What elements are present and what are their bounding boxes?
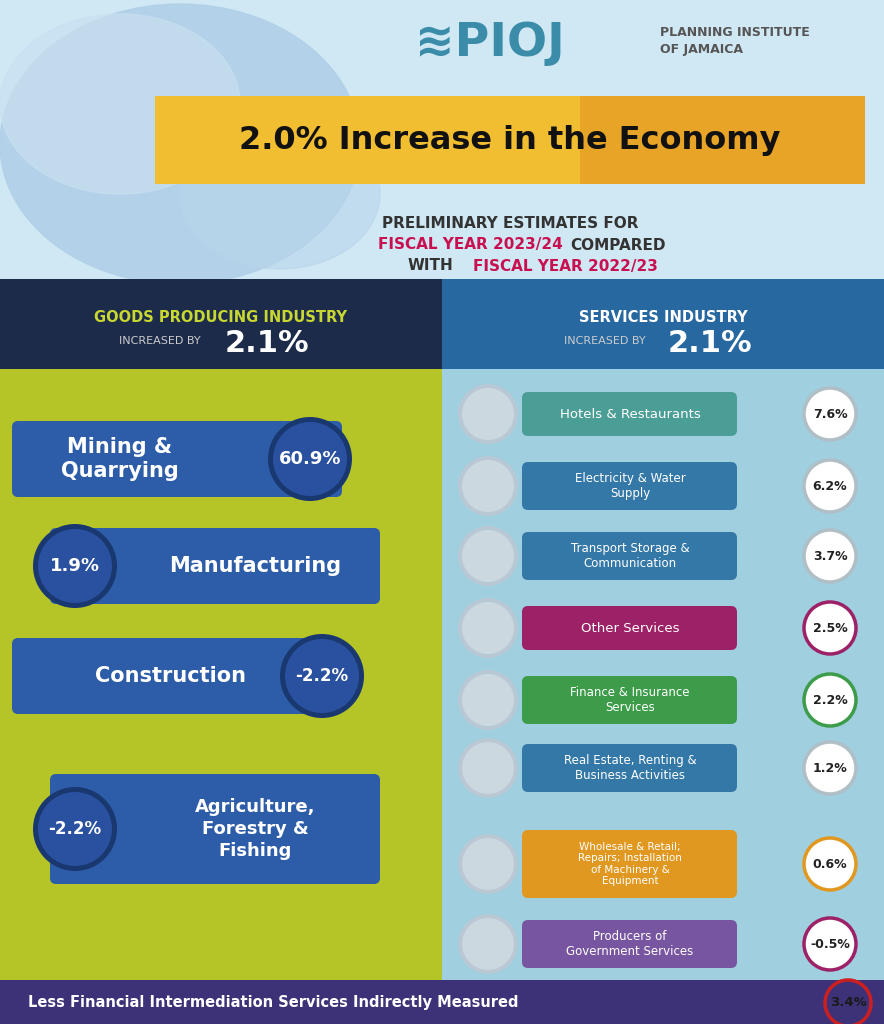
Text: 1.9%: 1.9% [50, 557, 100, 575]
Text: 6.2%: 6.2% [812, 479, 847, 493]
Circle shape [38, 792, 112, 866]
Text: FISCAL YEAR 2022/23: FISCAL YEAR 2022/23 [473, 258, 658, 273]
Bar [155, 96, 865, 184]
Text: FISCAL YEAR 2023/24: FISCAL YEAR 2023/24 [377, 238, 562, 253]
Text: 2.5%: 2.5% [812, 622, 848, 635]
Text: 2.1%: 2.1% [225, 329, 309, 357]
Text: GOODS PRODUCING INDUSTRY: GOODS PRODUCING INDUSTRY [95, 310, 347, 326]
Bar [442, 369, 884, 982]
Text: 60.9%: 60.9% [278, 450, 341, 468]
Circle shape [268, 417, 352, 501]
Circle shape [280, 634, 364, 718]
Text: Agriculture,
Forestry &
Fishing: Agriculture, Forestry & Fishing [194, 798, 316, 860]
Circle shape [804, 388, 856, 440]
FancyBboxPatch shape [12, 638, 342, 714]
Text: Hotels & Restaurants: Hotels & Restaurants [560, 408, 700, 421]
Text: Mining &
Quarrying: Mining & Quarrying [61, 436, 179, 481]
Circle shape [462, 602, 514, 654]
FancyBboxPatch shape [522, 676, 737, 724]
Text: 7.6%: 7.6% [812, 408, 847, 421]
Text: Wholesale & Retail;
Repairs; Installation
of Machinery &
Equipment: Wholesale & Retail; Repairs; Installatio… [578, 842, 682, 887]
FancyBboxPatch shape [522, 532, 737, 580]
Circle shape [804, 602, 856, 654]
Text: -2.2%: -2.2% [49, 820, 102, 838]
Ellipse shape [0, 14, 240, 194]
Text: SERVICES INDUSTRY: SERVICES INDUSTRY [579, 310, 747, 326]
Text: -0.5%: -0.5% [810, 938, 850, 950]
Circle shape [458, 670, 518, 730]
FancyBboxPatch shape [12, 421, 342, 497]
Circle shape [462, 838, 514, 890]
Circle shape [462, 918, 514, 970]
Bar [0, 0, 884, 364]
FancyBboxPatch shape [522, 830, 737, 898]
Bar [580, 96, 865, 184]
Bar [0, 279, 442, 369]
Text: INCREASED BY: INCREASED BY [119, 336, 201, 346]
Bar [0, 369, 442, 982]
Circle shape [804, 918, 856, 970]
Text: Construction: Construction [95, 666, 246, 686]
Text: -2.2%: -2.2% [295, 667, 348, 685]
Text: Other Services: Other Services [581, 622, 679, 635]
Circle shape [804, 674, 856, 726]
Circle shape [458, 598, 518, 658]
Text: PRELIMINARY ESTIMATES FOR: PRELIMINARY ESTIMATES FOR [382, 216, 638, 231]
Bar [300, 0, 884, 304]
Text: COMPARED: COMPARED [570, 238, 666, 253]
Text: Real Estate, Renting &
Business Activities: Real Estate, Renting & Business Activiti… [564, 754, 697, 782]
Circle shape [458, 384, 518, 444]
Text: 1.2%: 1.2% [812, 762, 848, 774]
Circle shape [33, 787, 117, 871]
Text: Finance & Insurance
Services: Finance & Insurance Services [570, 686, 690, 714]
Text: PLANNING INSTITUTE
OF JAMAICA: PLANNING INSTITUTE OF JAMAICA [660, 26, 810, 56]
Circle shape [462, 674, 514, 726]
Circle shape [462, 530, 514, 582]
FancyBboxPatch shape [50, 774, 380, 884]
Text: 2.0% Increase in the Economy: 2.0% Increase in the Economy [240, 125, 781, 156]
Circle shape [285, 639, 359, 713]
Circle shape [458, 526, 518, 586]
Bar [442, 279, 884, 369]
Text: 2.2%: 2.2% [812, 693, 848, 707]
Circle shape [804, 530, 856, 582]
Circle shape [462, 742, 514, 794]
FancyBboxPatch shape [522, 920, 737, 968]
FancyBboxPatch shape [522, 392, 737, 436]
Circle shape [804, 742, 856, 794]
Text: Producers of
Government Services: Producers of Government Services [567, 930, 694, 958]
Bar [0, 0, 884, 304]
Text: 3.4%: 3.4% [829, 996, 866, 1010]
Circle shape [458, 456, 518, 516]
Text: 3.7%: 3.7% [812, 550, 847, 562]
Circle shape [462, 460, 514, 512]
Circle shape [804, 460, 856, 512]
FancyBboxPatch shape [522, 744, 737, 792]
Circle shape [33, 524, 117, 608]
Ellipse shape [0, 4, 360, 284]
FancyBboxPatch shape [522, 606, 737, 650]
Text: Less Financial Intermediation Services Indirectly Measured: Less Financial Intermediation Services I… [28, 995, 519, 1011]
Text: ≋PIOJ: ≋PIOJ [415, 22, 565, 67]
Circle shape [273, 422, 347, 496]
Text: 2.1%: 2.1% [667, 329, 752, 357]
Ellipse shape [180, 119, 380, 269]
Circle shape [458, 914, 518, 974]
Circle shape [458, 738, 518, 798]
Text: 0.6%: 0.6% [812, 857, 847, 870]
FancyBboxPatch shape [522, 462, 737, 510]
Text: WITH: WITH [408, 258, 453, 273]
Circle shape [38, 529, 112, 603]
Circle shape [804, 838, 856, 890]
Circle shape [458, 834, 518, 894]
Circle shape [462, 388, 514, 440]
FancyBboxPatch shape [50, 528, 380, 604]
Text: Transport Storage &
Communication: Transport Storage & Communication [571, 542, 690, 570]
Text: Manufacturing: Manufacturing [169, 556, 341, 575]
Text: Electricity & Water
Supply: Electricity & Water Supply [575, 472, 685, 500]
Bar [0, 980, 884, 1024]
Text: INCREASED BY: INCREASED BY [564, 336, 646, 346]
